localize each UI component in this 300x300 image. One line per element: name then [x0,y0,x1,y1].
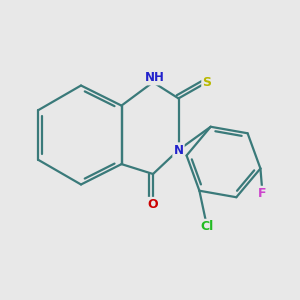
Text: F: F [258,187,267,200]
Text: N: N [173,143,184,157]
Text: NH: NH [145,71,164,84]
Text: S: S [202,76,211,89]
Text: Cl: Cl [200,220,214,233]
Text: O: O [148,198,158,211]
